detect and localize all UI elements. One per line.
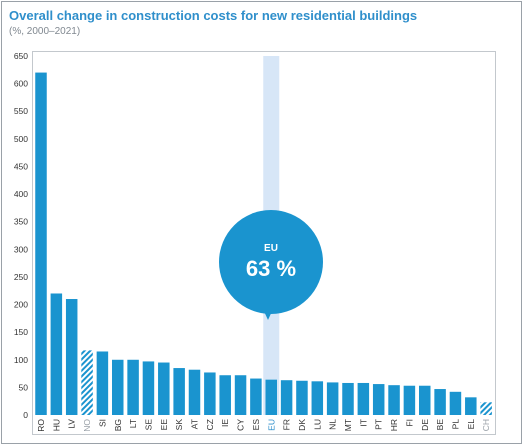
y-tick-label: 0 <box>23 410 28 420</box>
bar-eu <box>265 379 277 415</box>
bar-fi <box>403 385 416 415</box>
y-tick-label: 550 <box>14 106 28 116</box>
bar-bg <box>112 359 124 415</box>
y-tick-label: 50 <box>19 382 29 392</box>
bar-pl <box>449 391 462 415</box>
y-tick-label: 400 <box>14 189 28 199</box>
x-tick-label-de: DE <box>420 419 430 431</box>
y-tick-label: 450 <box>14 161 28 171</box>
bar-at <box>188 369 201 415</box>
bar-no <box>81 350 93 415</box>
x-tick-label-be: BE <box>435 419 445 431</box>
x-tick-label-ro: RO <box>36 419 46 432</box>
bar-lv <box>65 299 78 415</box>
bar-nl <box>326 382 339 415</box>
x-tick-label-dk: DK <box>297 419 307 431</box>
y-tick-label: 300 <box>14 244 28 254</box>
x-tick-label-lt: LT <box>128 419 138 428</box>
bar-lu <box>311 381 324 415</box>
bar-hu <box>50 293 63 415</box>
x-tick-label-bg: BG <box>113 419 123 431</box>
x-tick-label-ie: IE <box>220 419 230 427</box>
bar-hr <box>388 385 400 415</box>
eu-callout-value: 63 % <box>245 256 297 281</box>
bar-el <box>465 397 477 415</box>
bar-it <box>357 382 370 415</box>
bar-si <box>96 351 109 415</box>
eu-callout-label: EU <box>264 243 278 254</box>
y-tick-label: 600 <box>14 79 28 89</box>
bar-fr <box>280 380 293 415</box>
x-tick-label-cy: CY <box>236 419 246 431</box>
x-tick-label-se: SE <box>143 419 153 431</box>
bar-es <box>250 378 262 415</box>
y-tick-label: 150 <box>14 327 28 337</box>
bar-ro <box>35 72 47 416</box>
x-tick-label-sk: SK <box>174 419 184 431</box>
x-tick-label-it: IT <box>358 419 368 427</box>
x-tick-label-ee: EE <box>159 419 169 431</box>
bar-ee <box>158 362 170 415</box>
bar-ie <box>219 375 231 415</box>
bar-sk <box>173 368 185 415</box>
x-tick-label-nl: NL <box>328 419 338 430</box>
eu-callout-bubble: EU 63 % <box>219 210 323 314</box>
chart-subtitle: (%, 2000–2021) <box>9 26 81 37</box>
x-tick-label-no: NO <box>82 419 92 432</box>
bar-pt <box>372 384 385 415</box>
bar-mt <box>342 382 354 415</box>
y-tick-label: 250 <box>14 272 28 282</box>
bar-dk <box>296 380 308 415</box>
x-tick-label-es: ES <box>251 419 261 431</box>
y-tick-label: 200 <box>14 300 28 310</box>
bar-ch <box>480 402 492 415</box>
x-tick-label-cz: CZ <box>205 419 215 430</box>
x-tick-label-si: SI <box>97 419 107 427</box>
x-tick-label-at: AT <box>190 419 200 429</box>
y-tick-label: 350 <box>14 217 28 227</box>
x-tick-label-pt: PT <box>374 419 384 430</box>
y-tick-label: 650 <box>14 51 28 61</box>
x-tick-label-lu: LU <box>312 419 322 430</box>
x-tick-label-fr: FR <box>282 419 292 430</box>
x-tick-label-fi: FI <box>404 419 414 427</box>
bar-be <box>434 389 446 415</box>
y-tick-label: 500 <box>14 134 28 144</box>
chart-title: Overall change in construction costs for… <box>9 8 418 23</box>
bar-de <box>419 385 431 415</box>
x-tick-label-hr: HR <box>389 419 399 431</box>
x-tick-label-el: EL <box>466 419 476 430</box>
x-tick-label-ch: CH <box>481 419 491 431</box>
x-tick-label-hu: HU <box>51 419 61 431</box>
x-tick-label-pl: PL <box>450 419 460 430</box>
bar-cz <box>204 372 216 415</box>
bar-cy <box>234 375 247 415</box>
y-tick-label: 100 <box>14 355 28 365</box>
x-tick-label-mt: MT <box>343 419 353 431</box>
bar-se <box>142 361 155 415</box>
x-tick-label-lv: LV <box>67 419 77 429</box>
x-tick-label-eu: EU <box>266 419 276 431</box>
bar-lt <box>127 359 139 415</box>
